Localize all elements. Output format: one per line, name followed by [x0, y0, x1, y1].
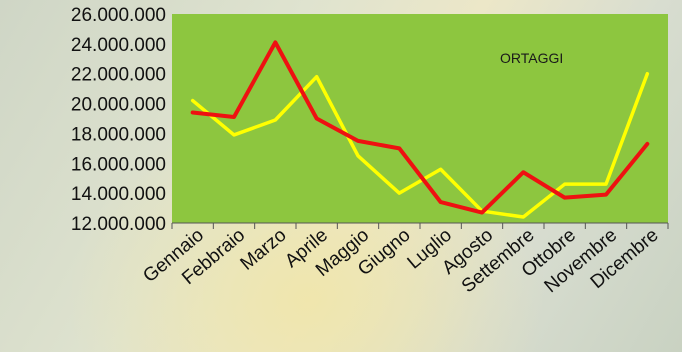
y-tick-label: 14.000.000 [71, 184, 166, 205]
series-line-red [190, 40, 650, 215]
series-line-yellow [190, 71, 650, 219]
x-tick-label: Marzo [237, 225, 291, 275]
plot-area [172, 14, 668, 223]
series-lines [190, 40, 650, 219]
chart-annotation: ORTAGGI [500, 50, 563, 66]
y-tick-label: 12.000.000 [71, 214, 166, 235]
y-tick-label: 22.000.000 [71, 65, 166, 86]
y-tick-label: 26.000.000 [71, 5, 166, 26]
y-tick-label: 16.000.000 [71, 154, 166, 175]
y-tick-label: 24.000.000 [71, 35, 166, 56]
y-axis: 12.000.000 14.000.000 16.000.000 18.000.000… [71, 5, 166, 235]
y-tick-label: 20.000.000 [71, 95, 166, 116]
x-axis: GennaioFebbraioMarzoAprileMaggioGiugnoLu… [139, 222, 669, 297]
y-tick-label: 18.000.000 [71, 124, 166, 145]
